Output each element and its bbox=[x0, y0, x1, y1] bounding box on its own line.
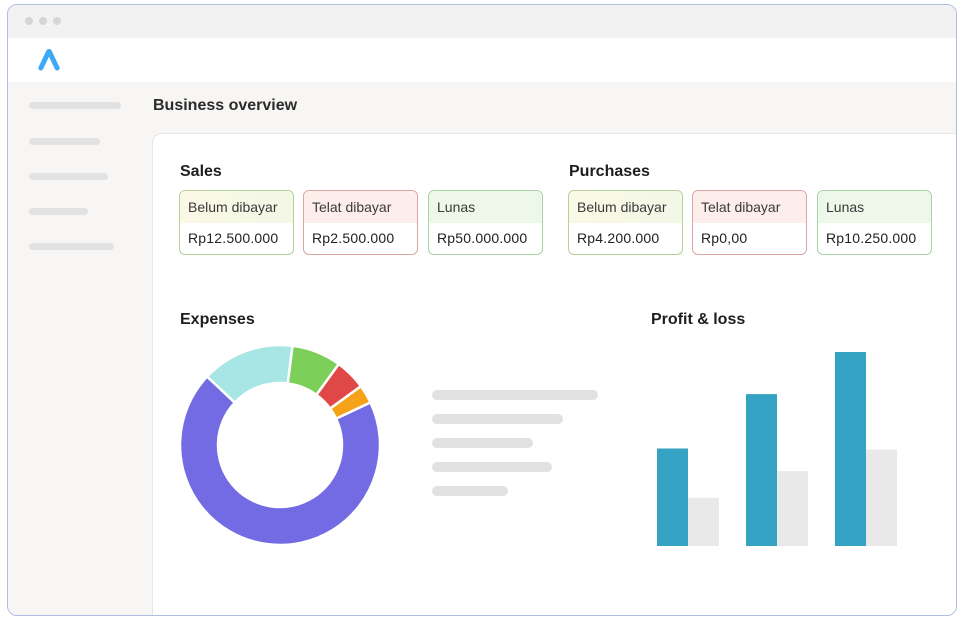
legend-placeholder bbox=[432, 486, 508, 496]
sales-card-paid[interactable]: Lunas Rp50.000.000 bbox=[428, 190, 543, 255]
card-value: Rp4.200.000 bbox=[577, 230, 660, 246]
page-title: Business overview bbox=[153, 97, 298, 114]
donut-slice-5[interactable] bbox=[328, 384, 373, 421]
sidebar-item-placeholder[interactable] bbox=[29, 173, 108, 180]
legend-placeholder bbox=[432, 462, 552, 472]
bar-series-2-group-3[interactable] bbox=[866, 449, 897, 546]
app-header bbox=[8, 38, 956, 82]
overview-panel: Sales Purchases Belum dibayar Rp12.500.0… bbox=[152, 133, 956, 615]
card-value: Rp10.250.000 bbox=[826, 230, 917, 246]
purchases-card-paid[interactable]: Lunas Rp10.250.000 bbox=[817, 190, 932, 255]
card-label: Telat dibayar bbox=[304, 191, 417, 223]
bar-series-1-group-3[interactable] bbox=[835, 352, 866, 546]
card-label: Lunas bbox=[818, 191, 931, 223]
card-value: Rp0,00 bbox=[701, 230, 748, 246]
window-dot-minimize[interactable] bbox=[39, 17, 47, 25]
purchases-card-overdue[interactable]: Telat dibayar Rp0,00 bbox=[692, 190, 807, 255]
window-dot-maximize[interactable] bbox=[53, 17, 61, 25]
window-titlebar bbox=[8, 5, 956, 38]
app-window: Business overview Sales Purchases Belum … bbox=[7, 4, 957, 616]
legend-placeholder bbox=[432, 438, 533, 448]
bar-series-1-group-1[interactable] bbox=[657, 448, 688, 547]
bar-series-2-group-1[interactable] bbox=[688, 497, 719, 546]
card-value: Rp50.000.000 bbox=[437, 230, 528, 246]
sales-title: Sales bbox=[180, 163, 222, 180]
legend-placeholder bbox=[432, 390, 598, 400]
profit-loss-title: Profit & loss bbox=[651, 311, 746, 328]
card-label: Lunas bbox=[429, 191, 542, 223]
sidebar-item-placeholder[interactable] bbox=[29, 208, 88, 215]
card-label: Telat dibayar bbox=[693, 191, 806, 223]
card-value: Rp12.500.000 bbox=[188, 230, 279, 246]
legend-placeholder bbox=[432, 414, 563, 424]
sales-card-unpaid[interactable]: Belum dibayar Rp12.500.000 bbox=[179, 190, 294, 255]
profit-loss-bar-chart bbox=[657, 352, 897, 547]
brand-logo-icon[interactable] bbox=[37, 48, 61, 72]
sidebar-item-placeholder[interactable] bbox=[29, 243, 114, 250]
sidebar-item-placeholder[interactable] bbox=[29, 138, 100, 145]
window-dot-close[interactable] bbox=[25, 17, 33, 25]
card-value: Rp2.500.000 bbox=[312, 230, 395, 246]
card-label: Belum dibayar bbox=[569, 191, 682, 223]
sales-card-overdue[interactable]: Telat dibayar Rp2.500.000 bbox=[303, 190, 418, 255]
purchases-title: Purchases bbox=[569, 163, 650, 180]
purchases-card-unpaid[interactable]: Belum dibayar Rp4.200.000 bbox=[568, 190, 683, 255]
expenses-donut-chart bbox=[178, 343, 382, 547]
sidebar bbox=[8, 82, 152, 615]
bar-series-1-group-2[interactable] bbox=[746, 394, 777, 546]
bar-series-2-group-2[interactable] bbox=[777, 471, 808, 546]
sidebar-item-placeholder[interactable] bbox=[29, 102, 121, 109]
donut-slice-1[interactable] bbox=[178, 374, 382, 547]
card-label: Belum dibayar bbox=[180, 191, 293, 223]
expenses-title: Expenses bbox=[180, 311, 255, 328]
